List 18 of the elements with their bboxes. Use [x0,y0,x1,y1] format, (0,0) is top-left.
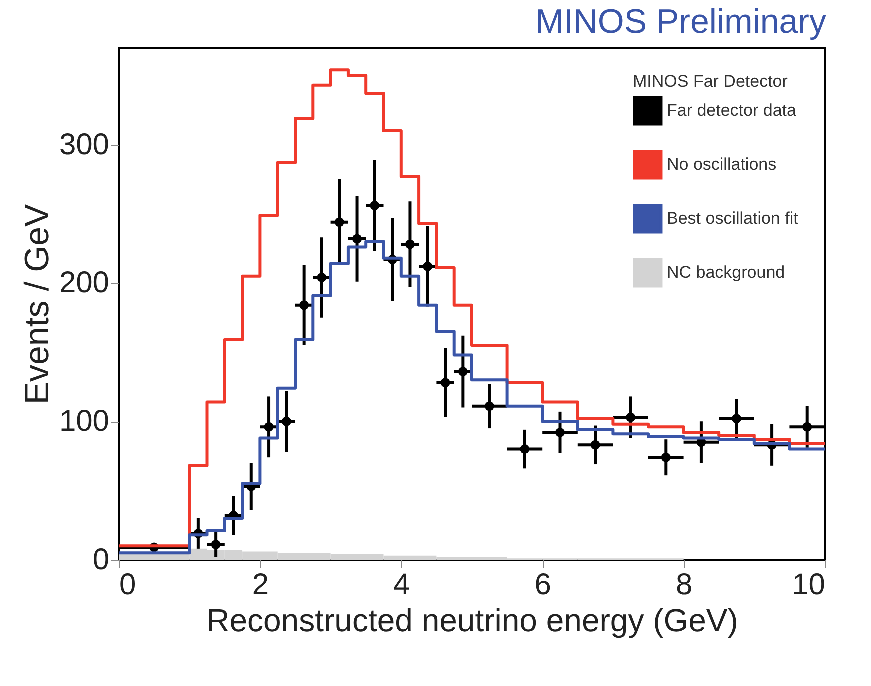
legend-label: Best oscillation fit [667,209,799,228]
x-tick-label: 8 [676,568,693,602]
legend-title: MINOS Far Detector [633,72,788,91]
legend-label: NC background [667,263,786,282]
y-tick-label: 0 [92,544,110,576]
y-tick-label: 200 [59,266,110,300]
x-tick-label: 10 [792,568,826,602]
y-tick-label: 100 [59,405,110,438]
x-axis-title: Reconstructed neutrino energy (GeV) [206,602,738,638]
y-tick-label: 300 [59,128,110,162]
chart-title: MINOS Preliminary [536,3,826,41]
x-tick-label: 4 [394,568,410,602]
x-tick-label: 2 [252,568,270,602]
x-tick-label: 6 [534,568,552,602]
legend-label: No oscillations [667,155,777,174]
y-axis-title: Events / GeV [18,204,56,405]
x-tick-label: 0 [120,568,136,602]
legend-label: Far detector data [667,101,798,120]
